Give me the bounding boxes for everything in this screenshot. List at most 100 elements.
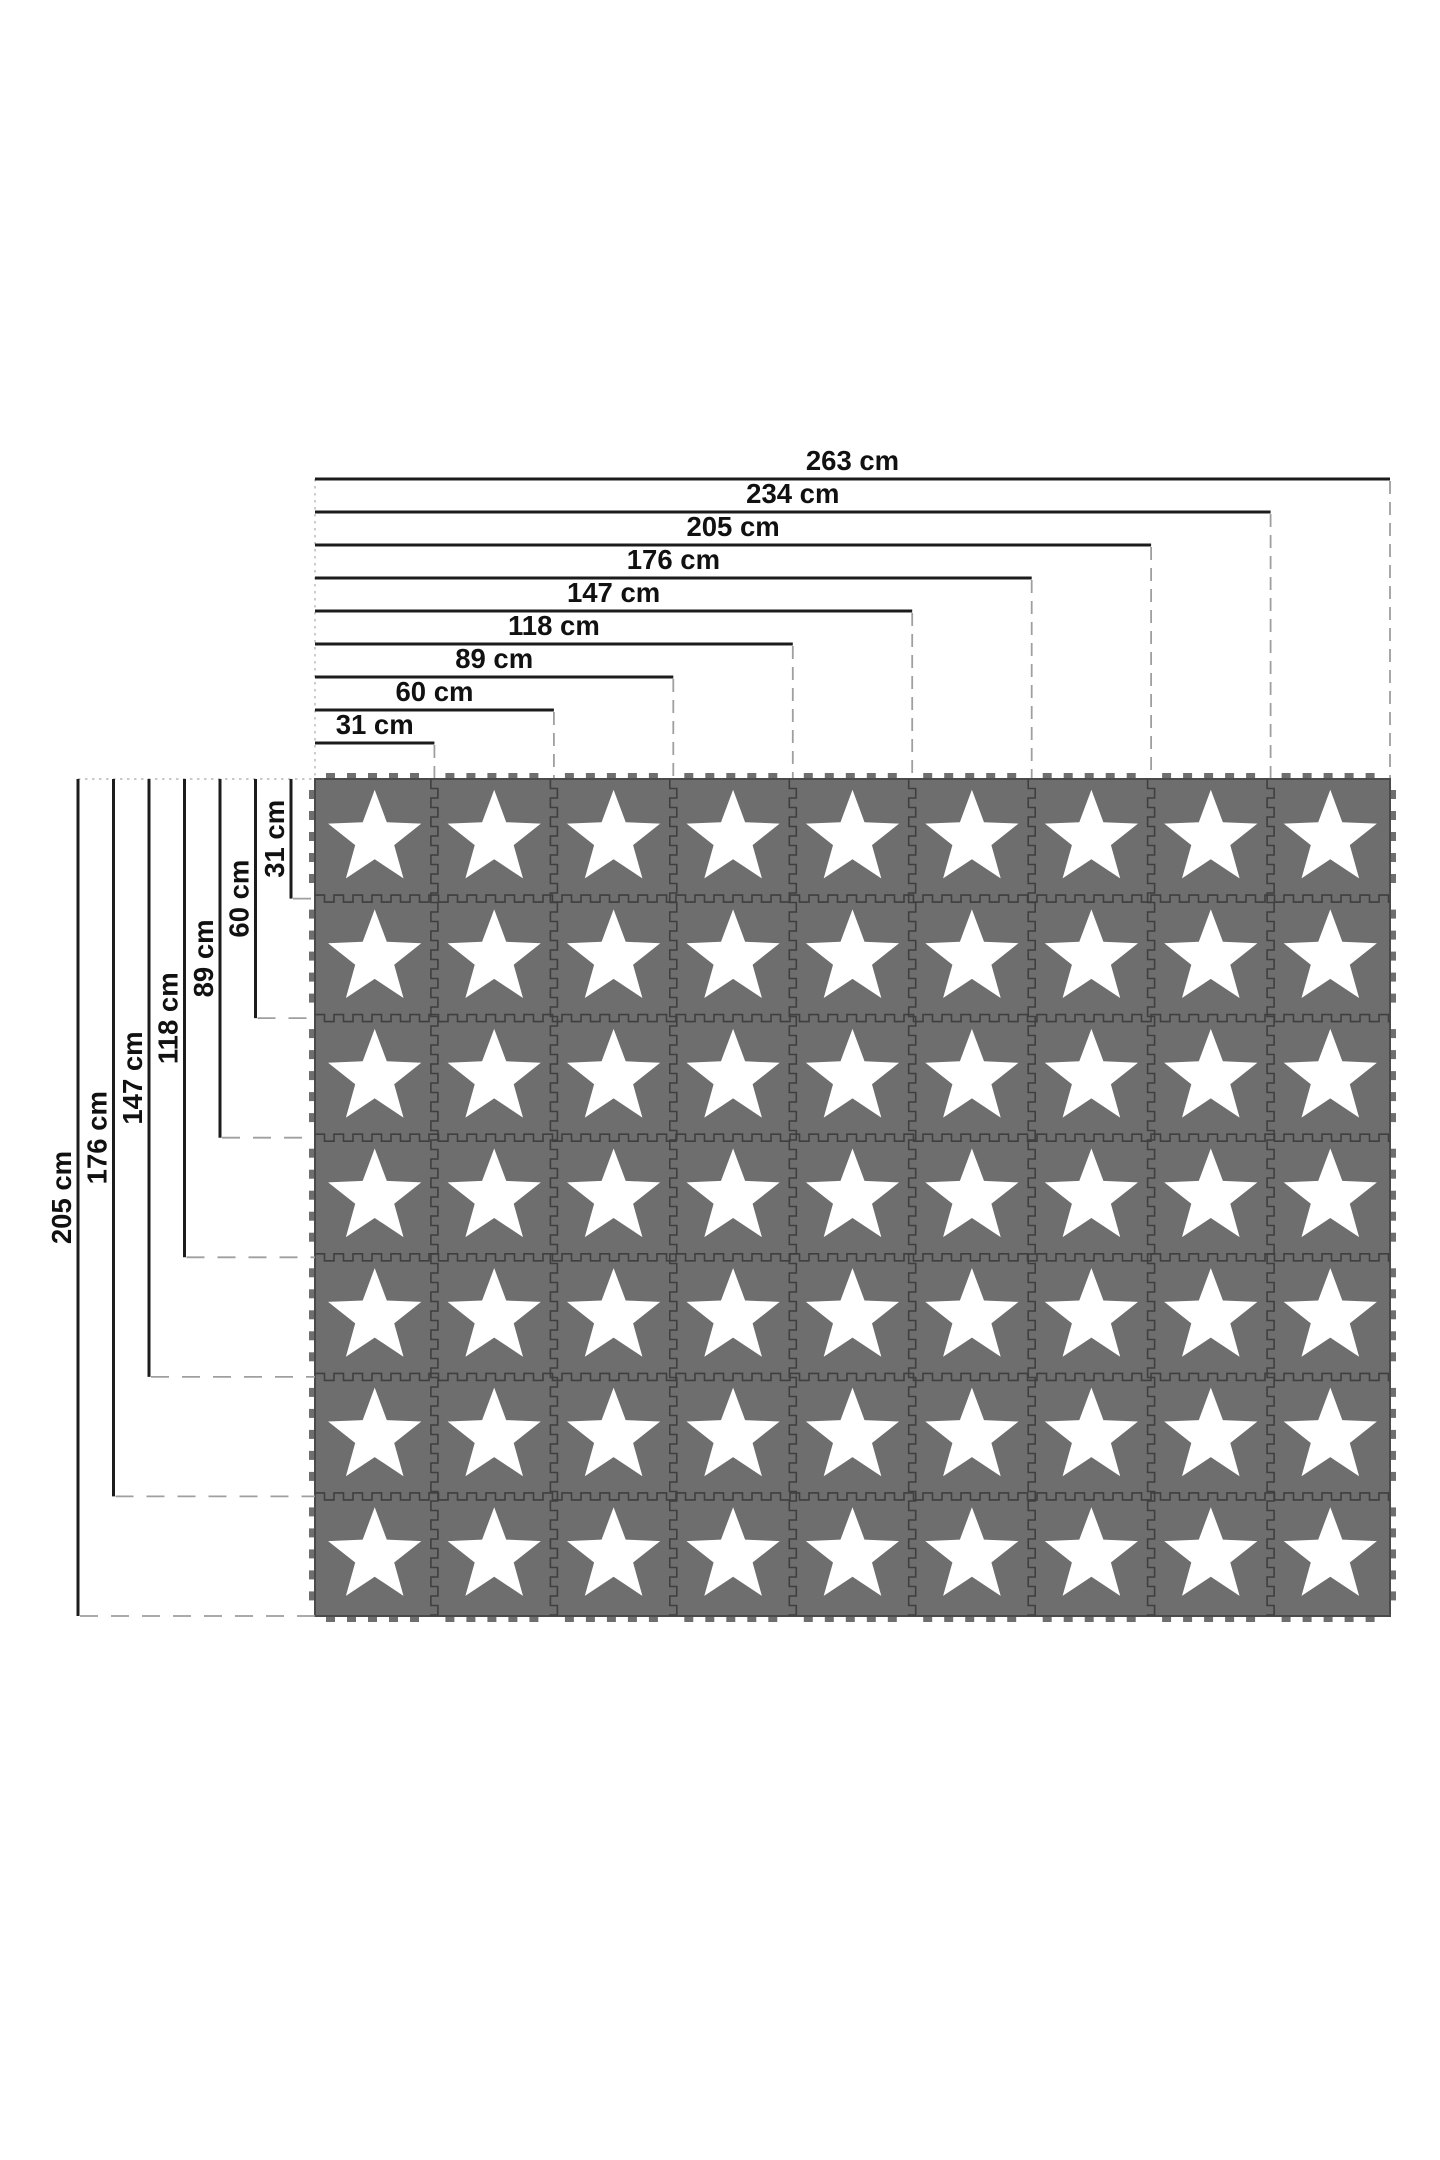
mat-edge-tooth bbox=[564, 1614, 574, 1622]
mat-edge-tooth bbox=[1388, 1050, 1396, 1060]
star-icon bbox=[1164, 789, 1258, 879]
top-dimension-label: 118 cm bbox=[508, 610, 600, 641]
star-icon bbox=[1044, 909, 1138, 998]
star-icon bbox=[1283, 1028, 1377, 1118]
star-icon bbox=[328, 1507, 422, 1596]
mat-edge-tooth bbox=[508, 1614, 518, 1622]
mat-edge-tooth bbox=[309, 951, 317, 961]
star-icon bbox=[447, 789, 541, 879]
top-dimension-label: 263 cm bbox=[806, 445, 899, 476]
top-dimension-label: 176 cm bbox=[627, 544, 720, 575]
mat-edge-tooth bbox=[768, 1614, 778, 1622]
star-icon bbox=[328, 1268, 422, 1357]
star-icon bbox=[447, 909, 541, 998]
mat-edge-tooth bbox=[1388, 1169, 1396, 1179]
mat-edge-tooth bbox=[1042, 773, 1052, 781]
mat-edge-tooth bbox=[1365, 773, 1375, 781]
tile-seam-horizontal bbox=[315, 1253, 1390, 1262]
mat-edge-tooth bbox=[309, 1050, 317, 1060]
mat-edge-tooth bbox=[1007, 1614, 1017, 1622]
mat-edge-tooth bbox=[1388, 1310, 1396, 1320]
mat-edge-tooth bbox=[309, 874, 317, 883]
mat-edge-tooth bbox=[1323, 773, 1333, 781]
mat-edge-tooth bbox=[1225, 773, 1235, 781]
mat-edge-tooth bbox=[309, 1507, 317, 1517]
mat-edge-tooth bbox=[1388, 1387, 1396, 1397]
star-icon bbox=[925, 1268, 1019, 1357]
mat-edge-tooth bbox=[529, 773, 539, 781]
mat-edge-tooth bbox=[1388, 1190, 1396, 1200]
mat-edge-tooth bbox=[887, 773, 897, 781]
mat-edge-tooth bbox=[1162, 773, 1172, 781]
star-icon bbox=[1164, 1028, 1258, 1118]
mat-edge-tooth bbox=[923, 773, 933, 781]
tile-seam-horizontal bbox=[315, 1492, 1390, 1501]
mat-edge-tooth bbox=[1388, 909, 1396, 919]
mat-edge-tooth bbox=[1162, 1614, 1172, 1622]
mat-edge-tooth bbox=[1007, 773, 1017, 781]
mat-edge-tooth bbox=[309, 909, 317, 919]
mat-edge-tooth bbox=[309, 811, 317, 820]
mat-edge-tooth bbox=[1388, 811, 1396, 820]
star-icon bbox=[567, 909, 661, 998]
mat-edge-tooth bbox=[1281, 773, 1291, 781]
star-icon bbox=[1283, 1507, 1377, 1596]
star-icon bbox=[925, 1028, 1019, 1118]
tile-seam-vertical bbox=[788, 779, 798, 1616]
mat-edge-tooth bbox=[768, 773, 778, 781]
star-icon bbox=[686, 1268, 780, 1357]
star-icon bbox=[567, 1387, 661, 1477]
star-icon bbox=[1283, 1268, 1377, 1357]
mat-edge-tooth bbox=[309, 1429, 317, 1439]
tile-seam-vertical bbox=[907, 779, 917, 1616]
mat-edge-tooth bbox=[1388, 951, 1396, 961]
mat-edge-tooth bbox=[923, 1614, 933, 1622]
mat-edge-tooth bbox=[309, 930, 317, 940]
star-icon bbox=[1164, 1387, 1258, 1477]
mat-edge-tooth bbox=[606, 1614, 616, 1622]
star-icon bbox=[567, 1028, 661, 1118]
mat-edge-tooth bbox=[1388, 1029, 1396, 1039]
star-icon bbox=[447, 1148, 541, 1238]
left-dimension-label: 118 cm bbox=[153, 972, 184, 1064]
tile-seam-horizontal bbox=[315, 894, 1390, 903]
mat-edge-tooth bbox=[508, 773, 518, 781]
mat-edge-tooth bbox=[309, 972, 317, 982]
mat-edge-tooth bbox=[684, 773, 694, 781]
mat-edge-tooth bbox=[309, 1211, 317, 1221]
mat-edge-tooth bbox=[585, 773, 595, 781]
mat-edge-tooth bbox=[1388, 972, 1396, 982]
tile-seam-horizontal bbox=[315, 1372, 1390, 1382]
mat-edge-tooth bbox=[1388, 1268, 1396, 1278]
top-dimension-label: 60 cm bbox=[396, 676, 474, 707]
mat-edge-tooth bbox=[347, 773, 356, 781]
star-icon bbox=[447, 1028, 541, 1118]
mat-edge-tooth bbox=[309, 832, 317, 841]
mat-edge-tooth bbox=[1183, 1614, 1193, 1622]
mat-edge-tooth bbox=[648, 1614, 658, 1622]
mat-edge-tooth bbox=[309, 1352, 317, 1362]
mat-edge-tooth bbox=[726, 1614, 736, 1622]
mat-edge-tooth bbox=[1388, 1507, 1396, 1517]
mat-edge-tooth bbox=[466, 1614, 476, 1622]
mat-edge-tooth bbox=[1388, 1232, 1396, 1242]
left-dimension-label: 89 cm bbox=[188, 919, 219, 997]
mat-edge-tooth bbox=[1126, 1614, 1136, 1622]
mat-edge-tooth bbox=[309, 1570, 317, 1580]
star-icon bbox=[686, 1387, 780, 1477]
mat-edge-tooth bbox=[1225, 1614, 1235, 1622]
tile-seam-vertical bbox=[430, 779, 439, 1616]
tile-seam-vertical bbox=[1266, 779, 1275, 1616]
mat-edge-tooth bbox=[309, 1471, 317, 1481]
star-icon bbox=[1044, 789, 1138, 879]
star-icon bbox=[1044, 1507, 1138, 1596]
mat-edge-tooth bbox=[747, 773, 757, 781]
mat-edge-tooth bbox=[1281, 1614, 1291, 1622]
mat-edge-tooth bbox=[747, 1614, 757, 1622]
star-icon bbox=[805, 789, 900, 879]
mat-edge-tooth bbox=[1388, 1331, 1396, 1341]
mat-edge-tooth bbox=[1388, 1113, 1396, 1123]
star-icon bbox=[1283, 1387, 1377, 1477]
star-icon bbox=[1044, 1387, 1138, 1477]
